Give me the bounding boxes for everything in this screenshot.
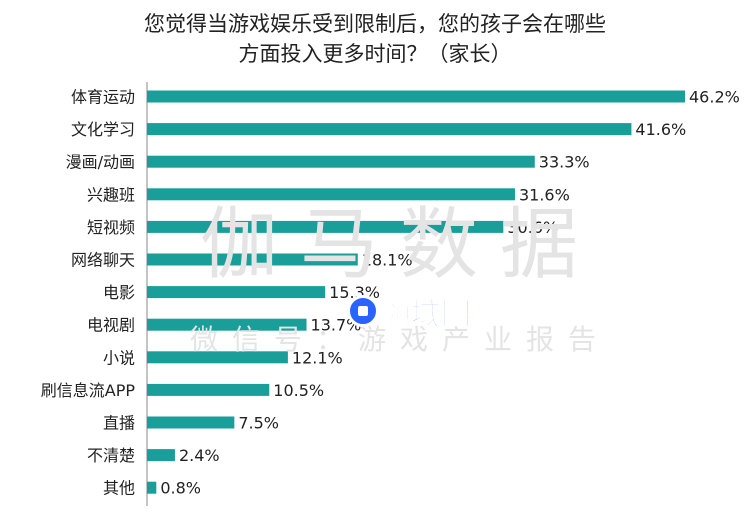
- category-label: 刷信息流APP: [41, 381, 136, 400]
- bar: [147, 383, 270, 396]
- category-label: 文化学习: [71, 120, 135, 139]
- bar: [147, 416, 235, 429]
- category-label: 其他: [103, 479, 135, 498]
- chart-title-line-1: 您觉得当游戏娱乐受到限制后，您的孩子会在哪些: [144, 12, 606, 36]
- category-label: 短视频: [87, 218, 135, 237]
- category-label: 直播: [103, 414, 135, 433]
- bar: [147, 90, 685, 103]
- bar: [147, 155, 535, 168]
- watermark-text: 伽马数据: [199, 200, 600, 290]
- overlay-badge: 领域圈: [347, 289, 472, 333]
- badge-text: 领域圈: [381, 297, 472, 333]
- category-label: 体育运动: [71, 88, 135, 107]
- bar: [147, 351, 288, 364]
- value-label: 12.1%: [292, 348, 343, 367]
- value-label: 10.5%: [273, 381, 324, 400]
- category-label: 小说: [103, 348, 135, 367]
- category-label: 网络聊天: [71, 251, 135, 270]
- category-label: 不清楚: [87, 446, 135, 465]
- bar: [147, 220, 504, 233]
- category-label: 电影: [103, 283, 135, 302]
- bar: [147, 253, 358, 266]
- category-label: 兴趣班: [87, 185, 135, 204]
- category-label: 漫画/动画: [66, 153, 135, 172]
- watermark-subtext: 微信号：游戏产业报告: [189, 323, 610, 356]
- bar: [147, 188, 515, 201]
- value-label: 18.1%: [362, 251, 413, 270]
- value-label: 41.6%: [635, 120, 686, 139]
- value-label: 31.6%: [519, 185, 570, 204]
- bar: [147, 449, 175, 462]
- category-label: 电视剧: [87, 316, 135, 335]
- bar: [147, 123, 632, 136]
- value-label: 13.7%: [311, 316, 362, 335]
- value-label: 7.5%: [238, 414, 279, 433]
- bar: [147, 481, 157, 494]
- value-label: 2.4%: [179, 446, 220, 465]
- value-label: 0.8%: [160, 479, 201, 498]
- play-icon: [347, 295, 379, 327]
- value-label: 30.6%: [507, 218, 558, 237]
- bar: [147, 318, 307, 331]
- chart-title-line-2: 方面投入更多时间？（家长）: [238, 42, 512, 66]
- value-label: 46.2%: [689, 88, 740, 107]
- value-label: 33.3%: [539, 153, 590, 172]
- bar: [147, 286, 326, 299]
